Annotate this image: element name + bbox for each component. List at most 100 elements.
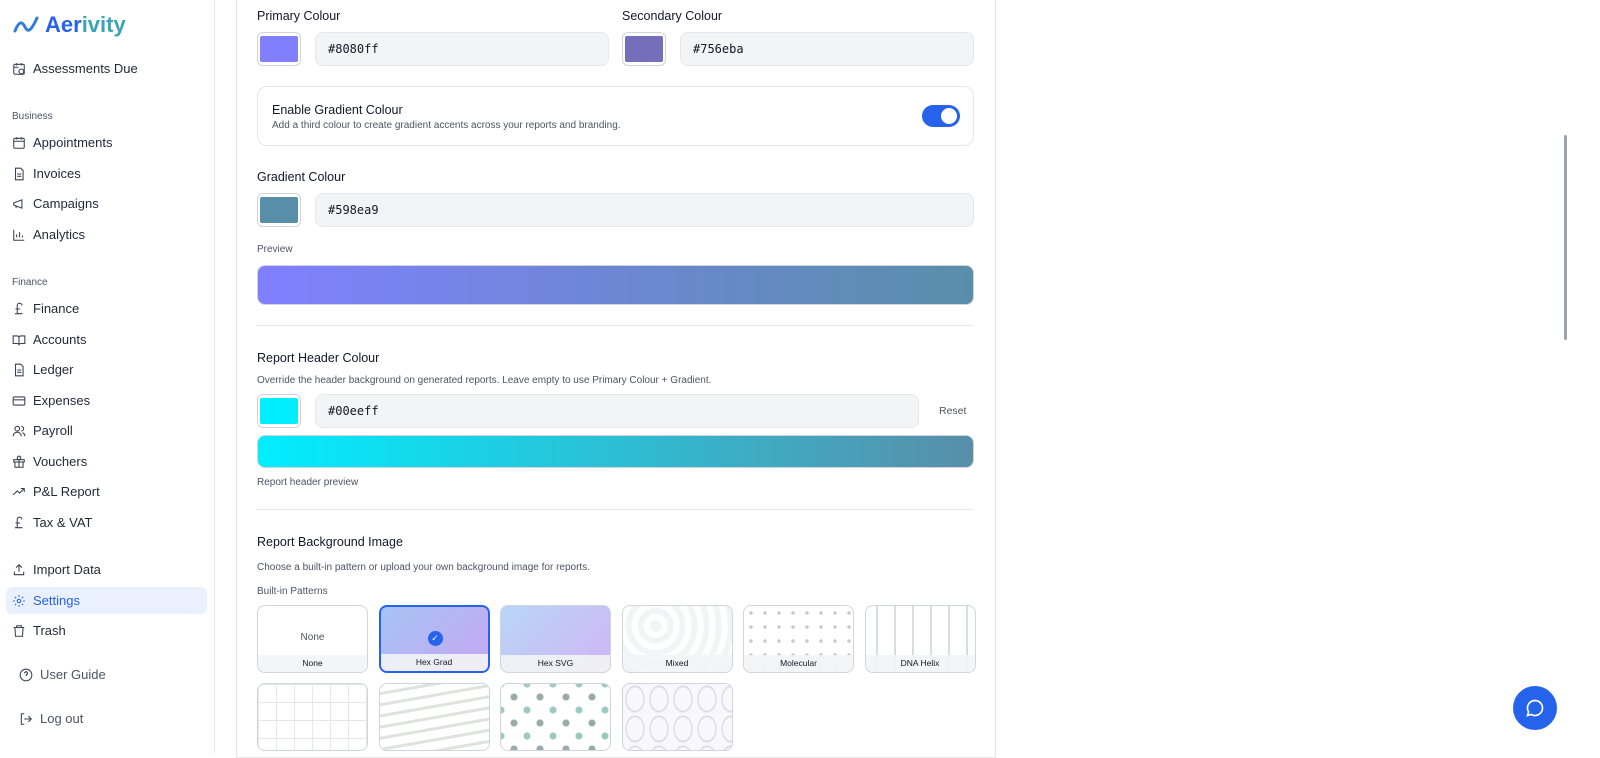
sidebar-item-expenses[interactable]: Expenses — [6, 387, 207, 414]
secondary-colour-input[interactable]: #756eba — [680, 32, 974, 66]
secondary-colour-swatch[interactable] — [622, 32, 666, 66]
sidebar-item-label: Trash — [33, 623, 66, 638]
calendar-clock-icon — [13, 62, 25, 75]
divider — [257, 509, 974, 510]
pattern-none[interactable]: None None — [257, 605, 368, 673]
sidebar-item-user-guide[interactable]: User Guide — [13, 661, 214, 688]
patterns-label: Built-in Patterns — [257, 586, 328, 597]
sidebar-item-label: Ledger — [33, 362, 74, 377]
credit-card-icon — [12, 395, 26, 406]
megaphone-icon — [13, 198, 23, 209]
gradient-colour-input[interactable]: #598ea9 — [315, 193, 974, 227]
pattern-caption: DNA Helix — [865, 655, 975, 672]
sidebar-item-appointments[interactable]: Appointments — [6, 129, 207, 156]
pattern-caption: None — [258, 655, 367, 672]
log-out-icon — [20, 712, 32, 725]
pattern-caption: Hex Grad — [380, 654, 488, 671]
gear-icon — [13, 594, 25, 607]
check-icon: ✓ — [427, 631, 443, 646]
pattern-caption: Molecular — [744, 655, 853, 672]
sidebar-item-label: Analytics — [33, 227, 86, 242]
sidebar-item-log-out[interactable]: Log out — [13, 705, 214, 732]
sidebar-item-label: Payroll — [33, 423, 73, 438]
none-pattern-text: None — [300, 632, 325, 643]
pattern-dna-helix[interactable]: DNA Helix — [864, 605, 976, 673]
trash-icon — [13, 624, 25, 637]
secondary-colour-label: Secondary Colour — [622, 9, 723, 23]
sidebar-item-import-data[interactable]: Import Data — [6, 556, 207, 583]
sidebar-item-label: User Guide — [40, 667, 106, 682]
gradient-colour-label: Gradient Colour — [257, 170, 346, 184]
logo[interactable]: Aer ivity — [13, 12, 126, 38]
sidebar-item-label: Log out — [40, 711, 84, 726]
logo-wave-icon — [13, 16, 39, 33]
pattern-pattern-7[interactable] — [257, 683, 368, 751]
primary-colour-input[interactable]: #8080ff — [315, 32, 609, 66]
sidebar-item-label: Appointments — [33, 135, 113, 150]
logo-text-a: Aer — [45, 12, 82, 37]
pattern-molecular[interactable]: Molecular — [743, 605, 854, 673]
gradient-colour-swatch[interactable] — [257, 193, 301, 227]
header-colour-swatch[interactable] — [257, 394, 301, 428]
book-open-icon — [12, 334, 26, 345]
pattern-pattern-8[interactable] — [378, 683, 490, 751]
sidebar-item-tax-vat[interactable]: Tax & VAT — [6, 509, 207, 536]
sidebar-item-campaigns[interactable]: Campaigns — [6, 190, 207, 217]
report-bg-label: Report Background Image — [257, 535, 403, 549]
file-text-icon — [14, 363, 24, 376]
section-business: Business — [12, 111, 53, 122]
sidebar-item-label: Accounts — [33, 332, 87, 347]
sidebar-item-invoices[interactable]: Invoices — [6, 160, 207, 187]
sidebar-item-settings[interactable]: Settings — [6, 587, 207, 614]
sidebar-item-p-l-report[interactable]: P&L Report — [6, 478, 207, 505]
pattern-hex-grad[interactable]: ✓ Hex Grad — [378, 605, 490, 673]
pound-icon — [14, 302, 23, 314]
sidebar-item-accounts[interactable]: Accounts — [6, 326, 207, 353]
chat-button[interactable] — [1513, 686, 1557, 730]
header-preview-bar — [257, 435, 974, 468]
help-circle-icon — [19, 668, 33, 681]
header-colour-input[interactable]: #00eeff — [315, 394, 919, 428]
sidebar-item-label: Expenses — [33, 393, 91, 408]
sidebar-item-trash[interactable]: Trash — [6, 617, 207, 644]
file-text-icon — [14, 167, 24, 180]
sidebar: Aer ivity Assessments Due Appointments Invo… — [0, 0, 215, 753]
sidebar-item-payroll[interactable]: Payroll — [6, 417, 207, 444]
users-icon — [12, 425, 26, 436]
sidebar-item-label: Vouchers — [33, 454, 88, 469]
gradient-toggle[interactable] — [922, 105, 960, 127]
calendar-icon — [13, 136, 25, 149]
bar-chart-icon — [13, 229, 25, 241]
gradient-toggle-desc: Add a third colour to create gradient ac… — [272, 120, 621, 131]
sidebar-item-ledger[interactable]: Ledger — [6, 356, 207, 383]
sidebar-item-label: Tax & VAT — [33, 515, 93, 530]
sidebar-item-label: Campaigns — [33, 196, 99, 211]
section-finance: Finance — [12, 277, 48, 288]
pattern-pattern-10[interactable] — [621, 683, 733, 751]
pattern-hex-svg[interactable]: Hex SVG — [500, 605, 611, 673]
branding-settings-card: Primary Colour #8080ff Secondary Colour … — [236, 0, 996, 758]
pattern-pattern-9[interactable] — [500, 683, 611, 751]
upload-icon — [13, 563, 25, 575]
report-header-desc: Override the header background on genera… — [257, 375, 712, 386]
reset-button[interactable]: Reset — [939, 405, 967, 417]
sidebar-item-label: Invoices — [33, 166, 81, 181]
pattern-mixed[interactable]: Mixed — [621, 605, 733, 673]
sidebar-item-analytics[interactable]: Analytics — [6, 221, 207, 248]
sidebar-item-label: Assessments Due — [33, 61, 138, 76]
sidebar-item-label: Settings — [33, 593, 80, 608]
sidebar-item-label: Import Data — [33, 562, 101, 577]
preview-label: Preview — [257, 244, 293, 255]
trending-up-icon — [12, 487, 25, 495]
primary-colour-swatch[interactable] — [257, 32, 301, 66]
sidebar-item-vouchers[interactable]: Vouchers — [6, 448, 207, 475]
sidebar-item-assessments-due[interactable]: Assessments Due — [6, 55, 207, 82]
chat-bubble-icon — [1526, 699, 1544, 717]
sidebar-item-label: P&L Report — [33, 484, 100, 499]
gradient-toggle-panel: Enable Gradient Colour Add a third colou… — [257, 86, 974, 146]
divider — [257, 325, 974, 326]
sidebar-item-finance[interactable]: Finance — [6, 295, 207, 322]
report-bg-desc: Choose a built-in pattern or upload your… — [257, 562, 590, 573]
header-preview-label: Report header preview — [257, 477, 359, 488]
scrollbar[interactable] — [1564, 135, 1567, 340]
